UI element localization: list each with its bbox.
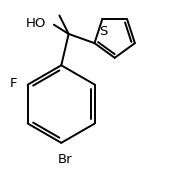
Text: F: F	[10, 77, 18, 90]
Text: HO: HO	[26, 17, 46, 30]
Text: S: S	[99, 25, 107, 38]
Text: Br: Br	[58, 153, 72, 166]
